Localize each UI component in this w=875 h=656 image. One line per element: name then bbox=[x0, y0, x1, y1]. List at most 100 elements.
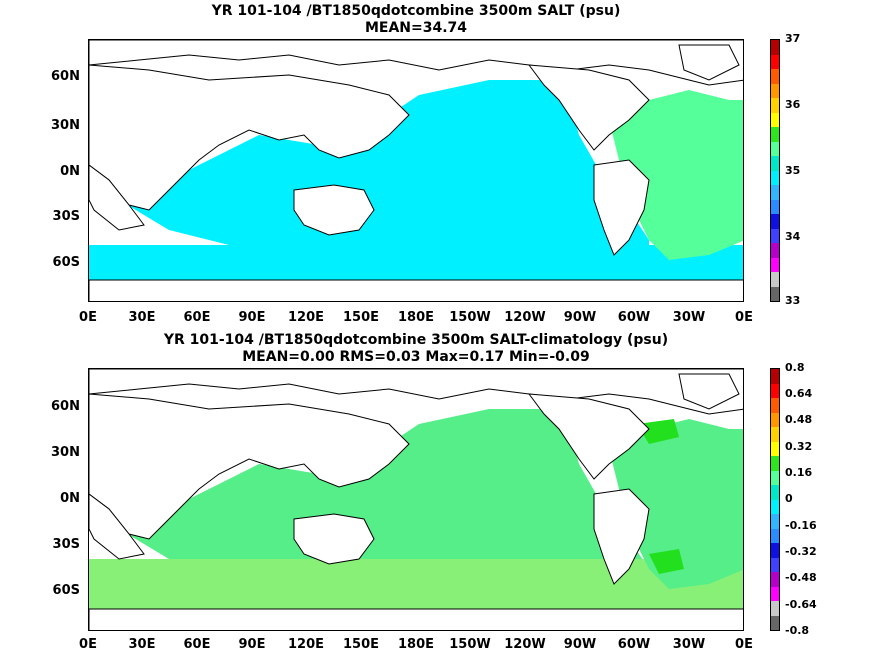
top-colorbar-segment bbox=[771, 242, 779, 258]
top-lon-label-150e: 150E bbox=[342, 310, 380, 325]
top-colorbar-label-37: 37 bbox=[785, 32, 801, 45]
bottom-lat-label-0n: 0N bbox=[60, 491, 80, 506]
top-colorbar-segment bbox=[771, 141, 779, 156]
top-colorbar-segment bbox=[771, 39, 779, 55]
bottom-colorbar-segment bbox=[771, 383, 779, 398]
top-colorbar-segment bbox=[771, 184, 779, 200]
bottom-lon-label-0e: 0E bbox=[79, 637, 97, 652]
top-colorbar-label-35: 35 bbox=[785, 164, 801, 177]
top-lon-label-30e: 30E bbox=[128, 310, 156, 325]
bottom-colorbar-segment bbox=[771, 470, 779, 485]
top-lon-label-0e-end: 0E bbox=[735, 310, 753, 325]
top-lon-label-90e: 90E bbox=[238, 310, 266, 325]
top-colorbar-segment bbox=[771, 271, 779, 287]
bottom-colorbar-label-neg-0-8: -0.8 bbox=[785, 624, 810, 637]
bottom-colorbar-segment bbox=[771, 542, 779, 558]
bottom-colorbar-label-0-48: 0.48 bbox=[785, 413, 813, 426]
top-lon-label-180e: 180E bbox=[397, 310, 435, 325]
top-colorbar-segment bbox=[771, 97, 779, 113]
top-lat-label-30n: 30N bbox=[51, 118, 80, 133]
bottom-colorbar-segment bbox=[771, 586, 779, 601]
bottom-land bbox=[89, 369, 743, 630]
top-colorbar-segment bbox=[771, 112, 779, 127]
bottom-colorbar-segment bbox=[771, 397, 779, 413]
top-colorbar-label-33: 33 bbox=[785, 294, 801, 307]
bottom-lat-label-30s: 30S bbox=[52, 537, 80, 552]
top-colorbar-label-36: 36 bbox=[785, 98, 801, 111]
top-lat-label-0n: 0N bbox=[60, 164, 80, 179]
bottom-colorbar-segment bbox=[771, 615, 779, 630]
bottom-colorbar-segment bbox=[771, 455, 779, 471]
bottom-colorbar-segment bbox=[771, 412, 779, 427]
top-colorbar-segment bbox=[771, 199, 779, 214]
top-colorbar-segment bbox=[771, 68, 779, 84]
bottom-lat-label-30n: 30N bbox=[51, 445, 80, 460]
bottom-colorbar-segment bbox=[771, 368, 779, 384]
bottom-lon-label-0e-end: 0E bbox=[735, 637, 753, 652]
bottom-colorbar-segment bbox=[771, 571, 779, 587]
bottom-colorbar-segment bbox=[771, 426, 779, 442]
top-colorbar-segment bbox=[771, 155, 779, 171]
bottom-lon-label-30e: 30E bbox=[128, 637, 156, 652]
bottom-colorbar-segment bbox=[771, 499, 779, 514]
bottom-lon-label-150e: 150E bbox=[342, 637, 380, 652]
bottom-colorbar-label-neg-0-32: -0.32 bbox=[785, 545, 817, 558]
top-colorbar-segment bbox=[771, 286, 779, 301]
top-colorbar-segment bbox=[771, 228, 779, 243]
top-colorbar-segment bbox=[771, 54, 779, 69]
top-colorbar-segment bbox=[771, 213, 779, 229]
top-lon-label-90w: 90W bbox=[563, 310, 597, 325]
bottom-lon-label-30w: 30W bbox=[672, 637, 706, 652]
bottom-anomaly-map bbox=[88, 368, 744, 631]
bottom-lon-label-120e: 120E bbox=[287, 637, 325, 652]
bottom-colorbar-label-0-8: 0.8 bbox=[785, 361, 805, 374]
bottom-colorbar-segment bbox=[771, 600, 779, 616]
bottom-map-svg bbox=[89, 369, 743, 630]
top-lon-label-30w: 30W bbox=[672, 310, 706, 325]
top-lat-label-60n: 60N bbox=[51, 69, 80, 84]
top-lon-label-120e: 120E bbox=[287, 310, 325, 325]
bottom-colorbar-segment bbox=[771, 557, 779, 572]
top-colorbar-segment bbox=[771, 126, 779, 142]
top-lon-label-150w: 150W bbox=[449, 310, 491, 325]
bottom-lon-label-60e: 60E bbox=[183, 637, 211, 652]
top-panel-mean: MEAN=34.74 bbox=[364, 20, 468, 36]
bottom-lat-label-60n: 60N bbox=[51, 399, 80, 414]
top-lon-label-60e: 60E bbox=[183, 310, 211, 325]
bottom-lon-label-150w: 150W bbox=[449, 637, 491, 652]
top-map-svg bbox=[89, 40, 743, 301]
bottom-lat-label-60s: 60S bbox=[52, 583, 80, 598]
top-colorbar-label-34: 34 bbox=[785, 230, 801, 243]
bottom-colorbar-label-neg-0-64: -0.64 bbox=[785, 598, 817, 611]
bottom-colorbar-label-0-16: 0.16 bbox=[785, 466, 813, 479]
bottom-colorbar bbox=[770, 368, 780, 631]
bottom-colorbar-segment bbox=[771, 441, 779, 456]
top-colorbar bbox=[770, 39, 780, 302]
bottom-panel-title: YR 101-104 /BT1850qdotcombine 3500m SALT… bbox=[163, 332, 669, 348]
bottom-colorbar-label-0-32: 0.32 bbox=[785, 440, 813, 453]
bottom-lon-label-180e: 180E bbox=[397, 637, 435, 652]
bottom-lon-label-90e: 90E bbox=[238, 637, 266, 652]
top-ocean-fill bbox=[89, 80, 743, 280]
bottom-colorbar-label-neg-0-48: -0.48 bbox=[785, 571, 817, 584]
top-salinity-map bbox=[88, 39, 744, 302]
top-lat-label-30s: 30S bbox=[52, 209, 80, 224]
top-lat-label-60s: 60S bbox=[52, 255, 80, 270]
bottom-colorbar-segment bbox=[771, 484, 779, 500]
top-panel-title: YR 101-104 /BT1850qdotcombine 3500m SALT… bbox=[211, 3, 621, 19]
bottom-lon-label-120w: 120W bbox=[504, 637, 546, 652]
top-colorbar-segment bbox=[771, 83, 779, 98]
bottom-colorbar-segment bbox=[771, 513, 779, 529]
bottom-lon-label-60w: 60W bbox=[617, 637, 651, 652]
bottom-colorbar-segment bbox=[771, 528, 779, 543]
top-land bbox=[89, 40, 743, 301]
top-colorbar-segment bbox=[771, 170, 779, 185]
top-colorbar-segment bbox=[771, 257, 779, 272]
bottom-lon-label-90w: 90W bbox=[563, 637, 597, 652]
bottom-ocean-fill bbox=[89, 409, 743, 609]
top-lon-label-120w: 120W bbox=[504, 310, 546, 325]
bottom-panel-stats: MEAN=0.00 RMS=0.03 Max=0.17 Min=-0.09 bbox=[242, 349, 590, 365]
bottom-colorbar-label-neg-0-16: -0.16 bbox=[785, 519, 817, 532]
bottom-colorbar-label-0: 0 bbox=[785, 492, 793, 505]
top-lon-label-0e: 0E bbox=[79, 310, 97, 325]
